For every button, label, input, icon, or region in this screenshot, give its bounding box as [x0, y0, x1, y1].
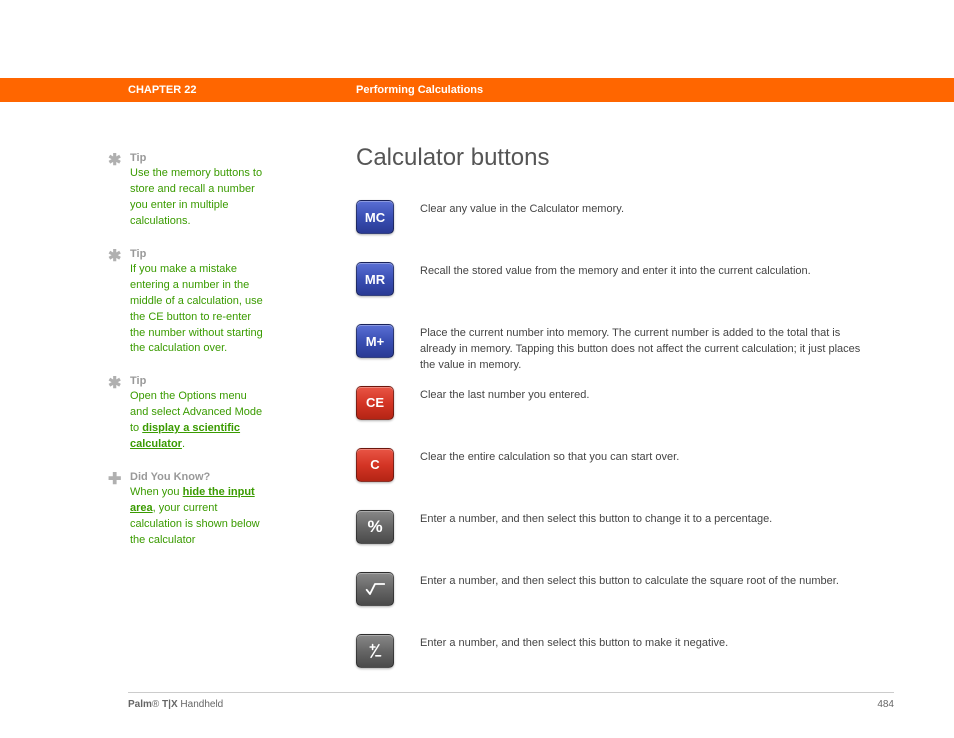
tip-text: When you hide the input area, your curre…	[130, 485, 268, 549]
chapter-label: CHAPTER 22	[128, 84, 196, 96]
page-footer: Palm® T|X Handheld 484	[128, 692, 894, 710]
tip-block: ✱ Tip Use the memory buttons to store and …	[108, 152, 268, 230]
sidebar-tips: ✱ Tip Use the memory buttons to store and …	[108, 152, 268, 567]
calculator-button-icon: CE	[356, 386, 394, 420]
plus-icon: ✚	[108, 469, 121, 489]
tip-block: ✚ Did You Know? When you hide the input ar…	[108, 471, 268, 549]
calculator-button-icon: MR	[356, 262, 394, 296]
calculator-button-icon: %	[356, 510, 394, 544]
tip-heading: Tip	[130, 248, 268, 260]
button-row: C Clear the entire calculation so that yo…	[356, 448, 866, 482]
tip-text-pre: When you	[130, 486, 183, 498]
tip-text: If you make a mistake entering a number …	[130, 262, 268, 358]
button-row: Enter a number, and then select this but…	[356, 572, 866, 606]
button-description: Clear the entire calculation so that you…	[420, 448, 679, 466]
tip-heading: Tip	[130, 375, 268, 387]
button-description: Recall the stored value from the memory …	[420, 262, 811, 280]
calculator-button-icon: M+	[356, 324, 394, 358]
button-description: Clear the last number you entered.	[420, 386, 589, 404]
percent-icon: %	[367, 517, 382, 537]
tip-text: Use the memory buttons to store and reca…	[130, 166, 268, 230]
button-description: Enter a number, and then select this but…	[420, 572, 839, 590]
sqrt-icon	[365, 582, 385, 596]
page-heading: Calculator buttons	[356, 144, 866, 172]
footer-brand-bold: Palm	[128, 699, 152, 710]
calculator-button-icon: MC	[356, 200, 394, 234]
tip-block: ✱ Tip If you make a mistake entering a num…	[108, 248, 268, 358]
tip-link[interactable]: display a scientific calculator	[130, 422, 240, 450]
calculator-button-list: MC Clear any value in the Calculator memo…	[356, 200, 866, 668]
button-description: Place the current number into memory. Th…	[420, 324, 866, 374]
asterisk-icon: ✱	[108, 246, 121, 266]
tip-text-post: .	[182, 438, 185, 450]
calculator-button-icon	[356, 634, 394, 668]
button-description: Clear any value in the Calculator memory…	[420, 200, 624, 218]
button-row: % Enter a number, and then select this bu…	[356, 510, 866, 544]
calculator-button-icon: C	[356, 448, 394, 482]
main-content: Calculator buttons MC Clear any value in …	[356, 144, 866, 696]
chapter-title: Performing Calculations	[356, 84, 483, 96]
button-row: Enter a number, and then select this but…	[356, 634, 866, 668]
plus-minus-icon	[368, 643, 382, 659]
button-row: M+ Place the current number into memory. …	[356, 324, 866, 374]
calculator-button-icon	[356, 572, 394, 606]
footer-brand: Palm® T|X Handheld	[128, 699, 223, 710]
footer-model: T|X	[159, 699, 177, 710]
button-row: CE Clear the last number you entered.	[356, 386, 866, 420]
button-row: MR Recall the stored value from the memor…	[356, 262, 866, 296]
tip-heading: Did You Know?	[130, 471, 268, 483]
footer-suffix: Handheld	[178, 699, 224, 710]
tip-heading: Tip	[130, 152, 268, 164]
asterisk-icon: ✱	[108, 373, 121, 393]
button-description: Enter a number, and then select this but…	[420, 510, 772, 528]
asterisk-icon: ✱	[108, 150, 121, 170]
button-row: MC Clear any value in the Calculator memo…	[356, 200, 866, 234]
page-number: 484	[877, 699, 894, 710]
button-description: Enter a number, and then select this but…	[420, 634, 728, 652]
tip-block: ✱ Tip Open the Options menu and select Adv…	[108, 375, 268, 453]
chapter-header-bar: CHAPTER 22 Performing Calculations	[0, 78, 954, 102]
tip-text: Open the Options menu and select Advance…	[130, 389, 268, 453]
